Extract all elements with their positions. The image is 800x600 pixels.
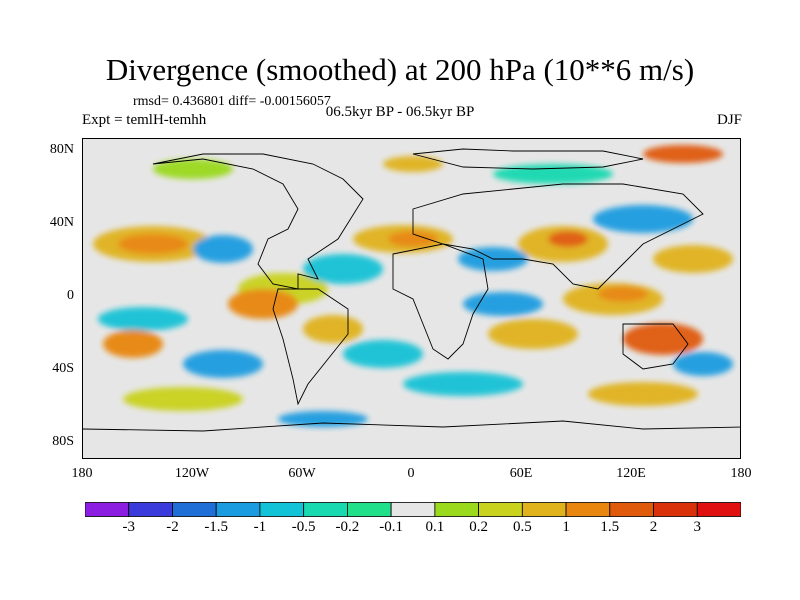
lat-label: 0 — [67, 288, 74, 303]
colorbar-label: -2 — [166, 519, 179, 535]
colorbar-label: -1 — [253, 519, 267, 535]
colorbar-swatch — [521, 502, 567, 517]
colorbar-swatch — [478, 502, 523, 517]
colorbar-label: -0.5 — [291, 519, 316, 535]
lon-label: 60E — [509, 466, 533, 481]
lon-label: 0 — [407, 466, 415, 481]
colorbar-label: -0.1 — [379, 519, 403, 535]
colorbar-swatch — [215, 502, 261, 517]
lon-label: 180 — [730, 466, 752, 481]
season-label: DJF — [716, 112, 742, 128]
lon-label: 120E — [616, 466, 646, 481]
coastlines — [83, 148, 740, 432]
colorbar-label: 2 — [649, 519, 658, 535]
colorbar-swatch — [653, 502, 698, 517]
experiment-label: Expt = temlH-temhh — [82, 112, 207, 128]
colorbar-swatch — [172, 502, 217, 517]
divergence-map — [82, 138, 741, 459]
colorbar-label: 1.5 — [600, 519, 620, 535]
lat-label: 40N — [49, 215, 74, 230]
colorbar-swatch — [128, 502, 173, 517]
rmsd-stats: rmsd= 0.436801 diff= -0.00156057 — [133, 94, 331, 109]
colorbar-swatch — [565, 502, 611, 517]
colorbar-label: 0.1 — [425, 519, 445, 535]
colorbar-label: -3 — [122, 519, 135, 535]
colorbar-label: 0.2 — [469, 519, 488, 535]
colorbar-label: 1 — [562, 519, 570, 535]
colorbar-label: 0.5 — [512, 519, 532, 535]
lon-label: 60W — [288, 466, 316, 481]
map-field — [83, 139, 740, 458]
colorbar-label: -1.5 — [204, 519, 229, 535]
colorbar-label: -0.2 — [335, 519, 360, 535]
colorbar-swatch — [609, 502, 654, 517]
lat-label: 80S — [52, 434, 74, 449]
lat-label: 80N — [49, 142, 74, 157]
colorbar — [85, 502, 741, 517]
period-label: 06.5kyr BP - 06.5kyr BP — [325, 104, 475, 120]
lat-label: 40S — [52, 361, 74, 376]
colorbar-swatch — [434, 502, 480, 517]
colorbar-swatch — [85, 502, 130, 517]
colorbar-label: 3 — [693, 519, 702, 535]
colorbar-swatch — [346, 502, 392, 517]
colorbar-swatch — [303, 502, 348, 517]
lon-label: 180 — [71, 466, 93, 481]
colorbar-swatch — [390, 502, 436, 517]
plot-title: Divergence (smoothed) at 200 hPa (10**6 … — [105, 52, 695, 87]
lon-label: 120W — [174, 466, 210, 481]
colorbar-swatch — [259, 502, 305, 517]
colorbar-swatch — [696, 502, 741, 517]
